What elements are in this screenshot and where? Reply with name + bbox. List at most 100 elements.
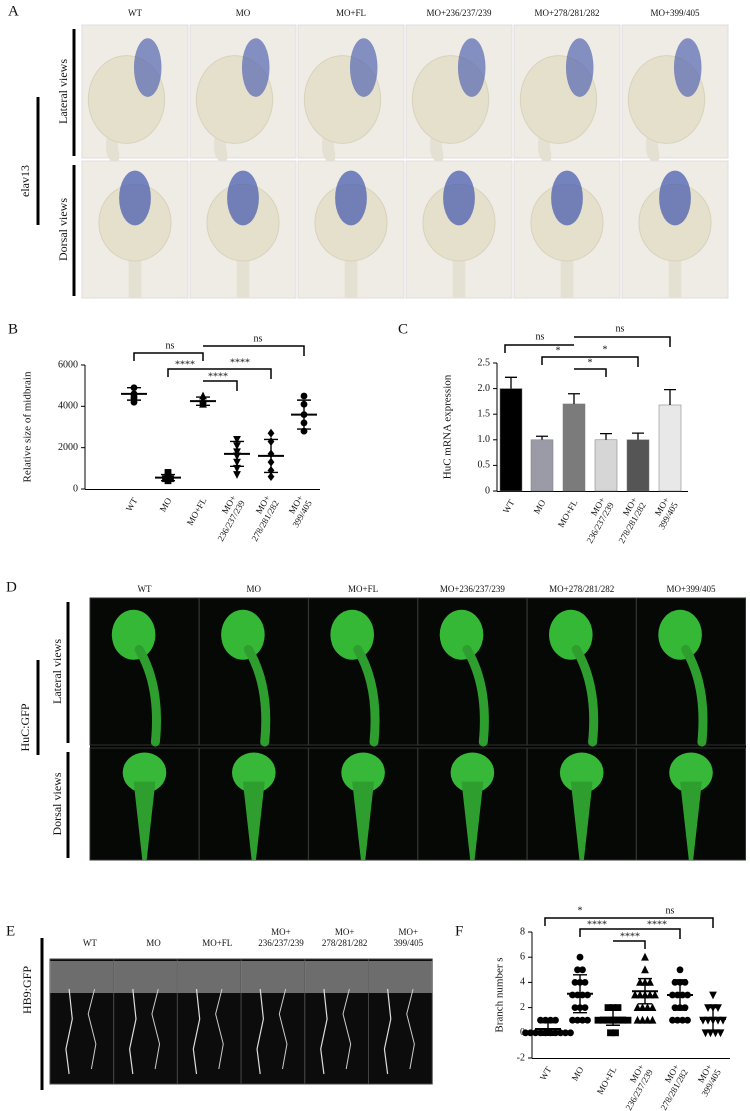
- column-header: MO+: [335, 927, 355, 937]
- group-label: elav13: [18, 165, 32, 197]
- y-tick-label: 6000: [58, 359, 78, 370]
- x-tick-label-group: MO+278/281/282: [249, 494, 280, 543]
- column-header: MO+FL: [202, 938, 232, 948]
- group-label: HuC:GFP: [18, 703, 32, 751]
- significance-label: ns: [536, 331, 545, 342]
- y-tick-label: 6: [520, 951, 525, 962]
- data-point: [562, 1029, 569, 1037]
- motor-neuron-band: [304, 961, 369, 993]
- axon: [215, 988, 224, 1070]
- error-bar: [536, 435, 548, 440]
- significance-label: ****: [208, 371, 228, 382]
- data-point: [651, 990, 659, 999]
- embryo-head: [227, 170, 259, 226]
- data-point: [584, 991, 591, 999]
- error-bar: [573, 974, 587, 1014]
- data-point: [542, 1029, 549, 1037]
- gfp-head: [111, 609, 156, 660]
- x-tick-label-group: MO+FL: [185, 496, 209, 527]
- row-label: Lateral views: [50, 639, 64, 704]
- data-point: [267, 472, 275, 481]
- x-tick-label-group: MO+FL: [556, 498, 580, 529]
- error-bar: [600, 433, 612, 440]
- embryo-head: [119, 170, 151, 226]
- motor-neuron-band: [113, 961, 178, 993]
- significance-bracket: [133, 352, 204, 361]
- x-tick-label-group: MO+278/281/282: [616, 496, 647, 545]
- data-point: [574, 1016, 581, 1024]
- column-header: MO+399/405: [666, 584, 716, 594]
- column-header: MO+FL: [348, 584, 378, 594]
- error-bar: [505, 376, 517, 389]
- data-point: [571, 979, 579, 986]
- data-point: [671, 979, 679, 986]
- data-point: [537, 1016, 544, 1024]
- gfp-head: [221, 609, 265, 660]
- error-bar: [632, 432, 644, 440]
- data-point: [679, 1016, 686, 1024]
- data-point: [681, 1004, 689, 1011]
- data-point: [567, 1029, 574, 1037]
- y-tick-label: 2.0: [478, 383, 491, 394]
- data-point: [619, 1016, 627, 1024]
- data-point: [527, 1029, 534, 1037]
- data-point: [706, 1029, 715, 1038]
- significance-label: ****: [175, 359, 195, 370]
- data-point: [643, 1015, 652, 1024]
- data-point: [581, 979, 589, 986]
- column-header: MO+236/237/239: [426, 8, 492, 18]
- embryo-head: [457, 38, 486, 97]
- significance-bracket: [574, 336, 671, 347]
- y-tick-label: 2: [520, 1002, 525, 1013]
- gfp-head: [658, 609, 702, 660]
- data-point: [716, 1029, 725, 1038]
- data-point: [681, 979, 689, 986]
- x-tick-label: WT: [538, 1065, 554, 1083]
- gfp-trunk: [461, 781, 484, 860]
- data-point: [671, 1004, 679, 1011]
- significance-label: ****: [647, 919, 667, 930]
- error-bar: [297, 399, 311, 430]
- significance-label: ****: [620, 931, 640, 942]
- data-point: [709, 991, 717, 1000]
- column-header: MO+: [399, 927, 419, 937]
- significance-label: ns: [666, 905, 675, 916]
- data-point: [522, 1029, 529, 1037]
- significance-bracket: [541, 356, 574, 365]
- data-point: [669, 1016, 676, 1024]
- data-point: [676, 966, 684, 974]
- gfp-trunk: [353, 644, 380, 747]
- data-point: [164, 469, 172, 476]
- x-tick-label-group: MO+236/237/239: [623, 1063, 655, 1111]
- x-tick-label: MO+FL: [595, 1065, 619, 1096]
- gfp-head: [122, 752, 167, 793]
- gfp-trunk: [133, 781, 156, 860]
- x-tick-label-group: MO+399/405: [696, 1063, 723, 1099]
- significance-label: ns: [254, 333, 263, 344]
- x-tick-label: MO: [532, 498, 548, 516]
- data-point: [300, 392, 308, 400]
- data-point: [233, 436, 241, 444]
- significance-bracket: [167, 368, 203, 377]
- x-tick-label: MO: [570, 1065, 586, 1083]
- data-point: [547, 1016, 554, 1024]
- y-tick-label: 0: [73, 483, 78, 494]
- axon: [406, 988, 415, 1070]
- embryo-head: [133, 38, 162, 97]
- row-label: Dorsal views: [50, 772, 64, 835]
- significance-bracket: [574, 368, 607, 377]
- axon: [192, 988, 201, 1075]
- data-point: [636, 978, 644, 986]
- significance-label: *: [578, 905, 583, 916]
- data-point: [537, 1029, 544, 1037]
- gfp-trunk: [352, 781, 374, 860]
- data-point: [542, 1016, 549, 1024]
- significance-label: *: [556, 345, 561, 356]
- x-tick-label: WT: [501, 498, 517, 516]
- column-header: WT: [138, 584, 152, 594]
- data-point: [557, 1029, 564, 1037]
- significance-label: *: [603, 344, 608, 355]
- data-point: [581, 1004, 589, 1011]
- error-bar: [606, 1009, 620, 1026]
- data-point: [607, 1029, 614, 1037]
